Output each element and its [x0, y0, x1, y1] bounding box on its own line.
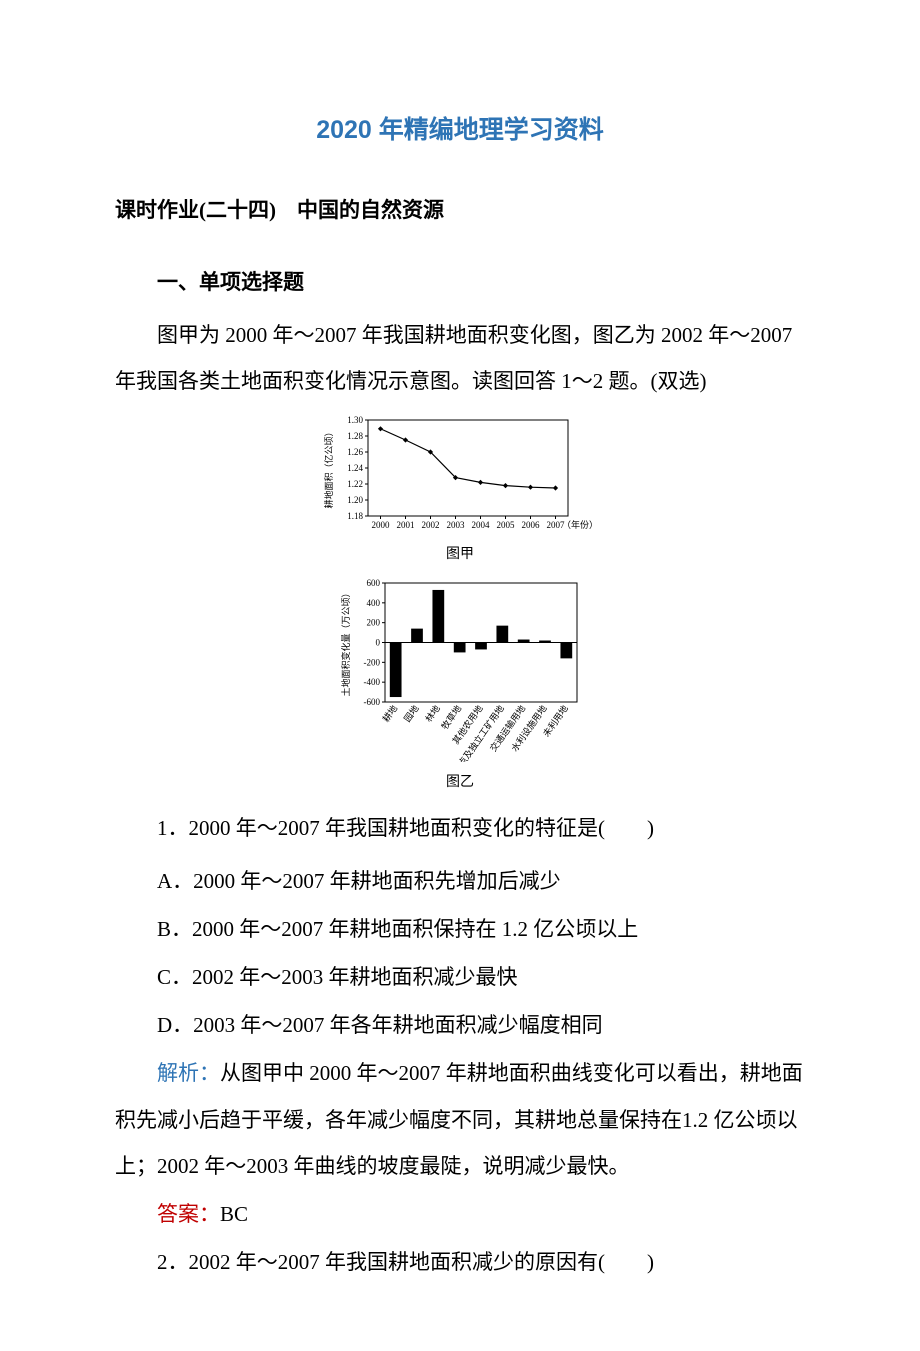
svg-text:1.18: 1.18 [347, 511, 363, 521]
chart-b: 600 400 200 0 -200 -400 -600 土地面积变化量（万公顷） 耕地园地林地… [335, 577, 585, 762]
q1-answer-text: BC [220, 1202, 248, 1226]
intro-paragraph: 图甲为 2000 年～2007 年我国耕地面积变化图，图乙为 2002 年～20… [115, 312, 805, 404]
svg-text:2000: 2000 [372, 520, 391, 530]
svg-text:600: 600 [367, 578, 381, 588]
svg-text:0: 0 [376, 638, 381, 648]
chart-a-caption: 图甲 [320, 543, 600, 563]
q1-option-c: C．2002 年～2003 年耕地面积减少最快 [115, 954, 805, 1000]
svg-text:-600: -600 [364, 697, 381, 707]
chart-b-caption: 图乙 [335, 771, 585, 791]
q1-stem: 1．2000 年～2007 年我国耕地面积变化的特征是( ) [115, 805, 805, 851]
q1-option-a: A．2000 年～2007 年耕地面积先增加后减少 [115, 858, 805, 904]
svg-text:2004: 2004 [472, 520, 491, 530]
q2-stem: 2．2002 年～2007 年我国耕地面积减少的原因有( ) [115, 1239, 805, 1285]
svg-text:1.30: 1.30 [347, 415, 363, 425]
svg-text:1.20: 1.20 [347, 495, 363, 505]
svg-text:200: 200 [367, 618, 381, 628]
q1-option-b: B．2000 年～2007 年耕地面积保持在 1.2 亿公顷以上 [115, 906, 805, 952]
answer-label: 答案： [157, 1202, 220, 1226]
svg-text:2001: 2001 [397, 520, 415, 530]
analysis-label: 解析： [157, 1061, 220, 1085]
section-heading: 课时作业(二十四) 中国的自然资源 [115, 194, 805, 224]
svg-text:1.24: 1.24 [347, 463, 363, 473]
svg-text:-200: -200 [364, 658, 381, 668]
sub-heading: 一、单项选择题 [115, 266, 805, 296]
chart-b-block: 600 400 200 0 -200 -400 -600 土地面积变化量（万公顷） 耕地园地林地… [115, 577, 805, 791]
svg-text:耕地面积（亿公顷）: 耕地面积（亿公顷） [323, 428, 334, 509]
svg-text:2005: 2005 [497, 520, 516, 530]
svg-text:园地: 园地 [401, 703, 420, 724]
svg-text:土地面积变化量（万公顷）: 土地面积变化量（万公顷） [340, 589, 351, 697]
q1-option-d: D．2003 年～2007 年各年耕地面积减少幅度相同 [115, 1002, 805, 1048]
q1-analysis: 解析：从图甲中 2000 年～2007 年耕地面积曲线变化可以看出，耕地面积先减… [115, 1050, 805, 1189]
svg-text:2002: 2002 [422, 520, 440, 530]
svg-text:耕地: 耕地 [380, 703, 399, 724]
svg-text:2006: 2006 [522, 520, 541, 530]
svg-text:林地: 林地 [423, 703, 442, 724]
svg-text:400: 400 [367, 598, 381, 608]
svg-text:（年份）: （年份） [562, 519, 598, 530]
chart-a-block: 1.30 1.28 1.26 1.24 1.22 1.20 1.18 2000 2001 2002… [115, 414, 805, 563]
document-title: 2020 年精编地理学习资料 [115, 110, 805, 146]
svg-text:1.22: 1.22 [347, 479, 363, 489]
q1-answer: 答案：BC [115, 1191, 805, 1237]
svg-text:1.28: 1.28 [347, 431, 363, 441]
svg-text:1.26: 1.26 [347, 447, 363, 457]
svg-text:-400: -400 [364, 678, 381, 688]
chart-a: 1.30 1.28 1.26 1.24 1.22 1.20 1.18 2000 2001 2002… [320, 414, 600, 534]
svg-text:2003: 2003 [447, 520, 466, 530]
